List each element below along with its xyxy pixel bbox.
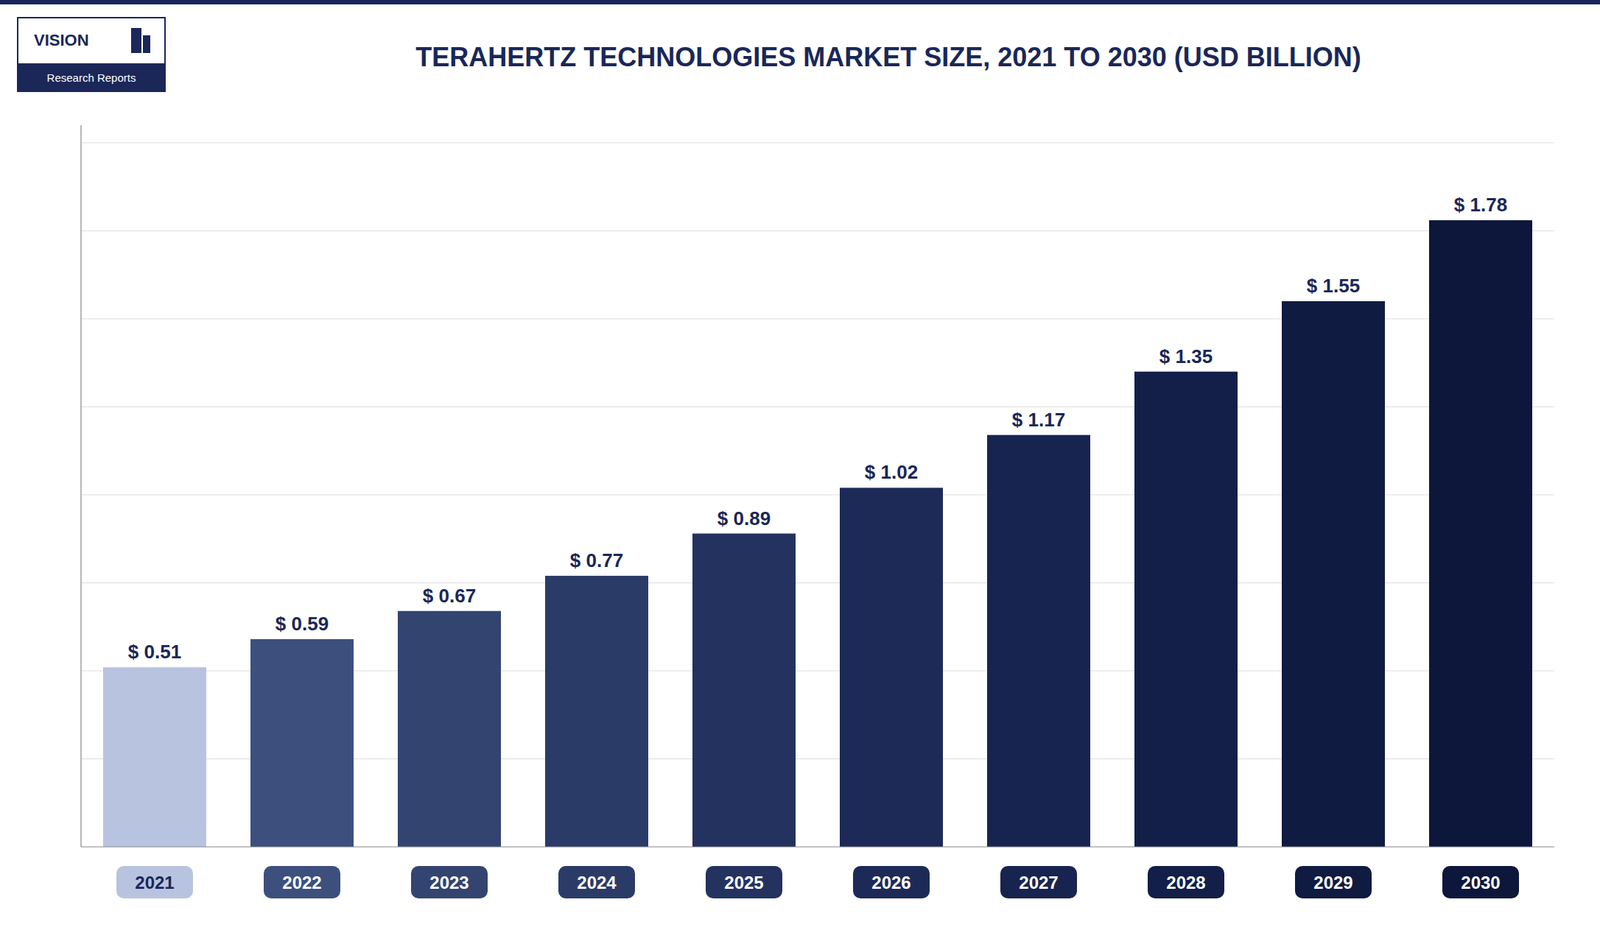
x-tick-label: 2027 <box>1018 872 1058 893</box>
logo-box <box>17 17 166 92</box>
logo-text: VISION <box>33 30 90 50</box>
tick-box <box>1000 866 1077 899</box>
data-label: $ 0.59 <box>275 612 329 635</box>
bar <box>839 487 943 848</box>
x-tick-label: 2021 <box>134 872 174 893</box>
bar <box>545 576 649 848</box>
logo: VISION Research Reports <box>17 17 166 92</box>
bars <box>103 220 1533 848</box>
tick-box <box>1147 866 1225 899</box>
bar <box>1281 301 1385 848</box>
x-tick-label: 2025 <box>724 872 764 893</box>
data-labels: $ 0.51 $ 0.59 $ 0.67 $ 0.77 $ 0.89 $ 1.02 $ 1.… <box>128 193 1508 663</box>
bar <box>987 435 1091 848</box>
bar <box>1429 220 1533 848</box>
tick-box <box>116 866 194 899</box>
title: TERAHERTZ TECHNOLOGIES MARKET SIZE, 2021… <box>415 41 1362 73</box>
tick-box <box>411 866 488 899</box>
data-label: $ 1.55 <box>1306 274 1360 297</box>
top-border <box>0 0 1600 5</box>
bar <box>1134 372 1238 848</box>
data-label: $ 0.77 <box>570 549 624 572</box>
x-tick-label: 2024 <box>576 872 617 893</box>
data-label: $ 1.17 <box>1012 408 1066 431</box>
grid-line <box>81 142 1555 143</box>
data-label: $ 1.78 <box>1454 193 1508 216</box>
data-label: $ 1.02 <box>864 461 918 484</box>
grid-line <box>81 230 1555 232</box>
tick-box <box>263 866 341 899</box>
x-tick-label: 2023 <box>429 872 469 893</box>
chart-svg: VISION Research Reports TERAHERTZ TECHNOLO… <box>0 0 1600 947</box>
x-tick-label: 2030 <box>1460 872 1500 893</box>
tick-box <box>705 866 783 899</box>
x-axis-line <box>81 846 1555 848</box>
data-label: $ 0.51 <box>128 640 182 663</box>
tick-box <box>853 866 930 899</box>
x-tick-label: 2029 <box>1313 872 1353 893</box>
logo-icon <box>142 35 151 54</box>
x-tick-label: 2028 <box>1166 872 1206 893</box>
logo-icon <box>131 27 142 54</box>
logo-subtext: Research Reports <box>47 71 137 84</box>
tick-box <box>1295 866 1372 899</box>
x-tick-labels: 2021 2022 2023 2024 2025 2026 2027 2028 2029 2030 <box>116 866 1519 899</box>
bar <box>692 534 796 848</box>
logo-band <box>17 63 166 92</box>
tick-box <box>1442 866 1519 899</box>
data-label: $ 0.67 <box>422 584 476 607</box>
bar <box>103 667 207 848</box>
tick-box <box>558 866 635 899</box>
bar <box>250 639 354 848</box>
x-tick-label: 2026 <box>871 872 911 893</box>
y-axis-line <box>80 125 82 848</box>
chart-container: VISION Research Reports TERAHERTZ TECHNOLO… <box>0 0 1600 947</box>
data-label: $ 1.35 <box>1159 345 1213 368</box>
x-tick-label: 2022 <box>282 872 322 893</box>
data-label: $ 0.89 <box>717 507 771 530</box>
bar <box>397 611 501 848</box>
